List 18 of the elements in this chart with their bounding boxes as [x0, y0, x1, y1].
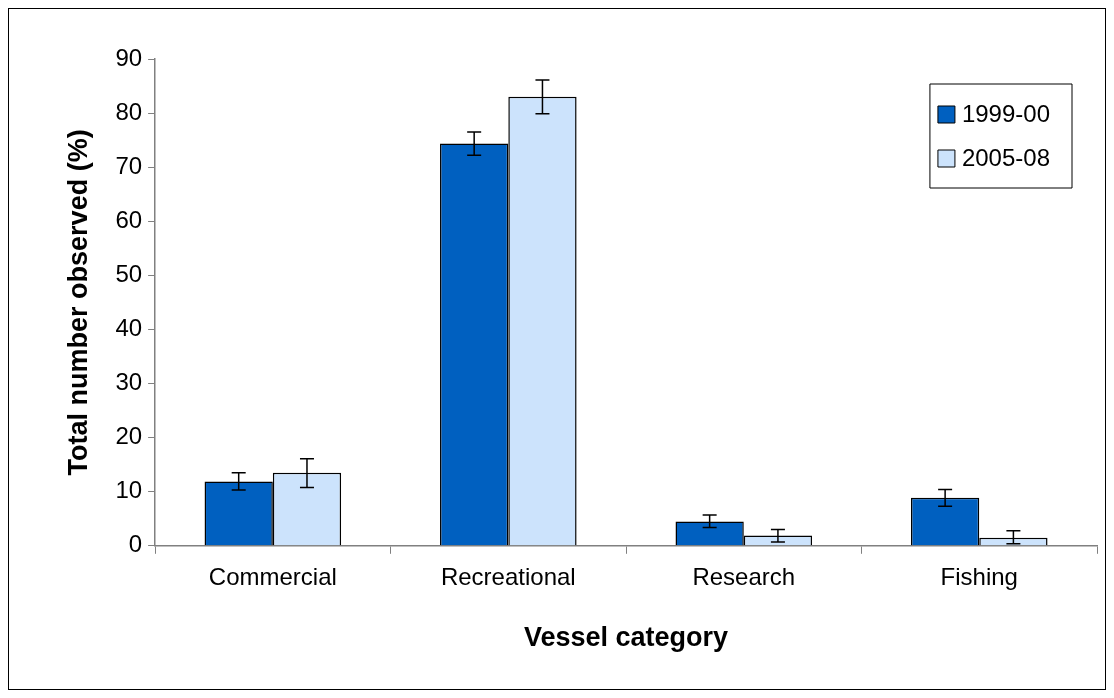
y-tick-label: 60	[115, 205, 143, 233]
legend-label: 1999-00	[961, 99, 1050, 127]
y-tick-label: 80	[115, 97, 143, 125]
y-axis-title: Total number observed (%)	[62, 129, 93, 476]
legend-label: 2005-08	[961, 143, 1050, 171]
y-tick-label: 30	[115, 368, 143, 396]
x-tick-label: Recreational	[440, 562, 576, 590]
y-tick-label: 10	[115, 476, 143, 504]
x-tick-label: Fishing	[940, 562, 1018, 590]
y-tick-label: 70	[115, 151, 143, 179]
y-tick-label: 90	[115, 43, 143, 71]
y-tick-label: 20	[115, 422, 143, 450]
x-tick-label: Research	[692, 562, 796, 590]
x-axis-title: Vessel category	[523, 622, 729, 653]
y-tick-label: 50	[115, 259, 143, 287]
x-tick-label: Commercial	[208, 562, 337, 590]
y-tick-label: 0	[128, 530, 143, 558]
y-tick-label: 40	[115, 314, 143, 342]
